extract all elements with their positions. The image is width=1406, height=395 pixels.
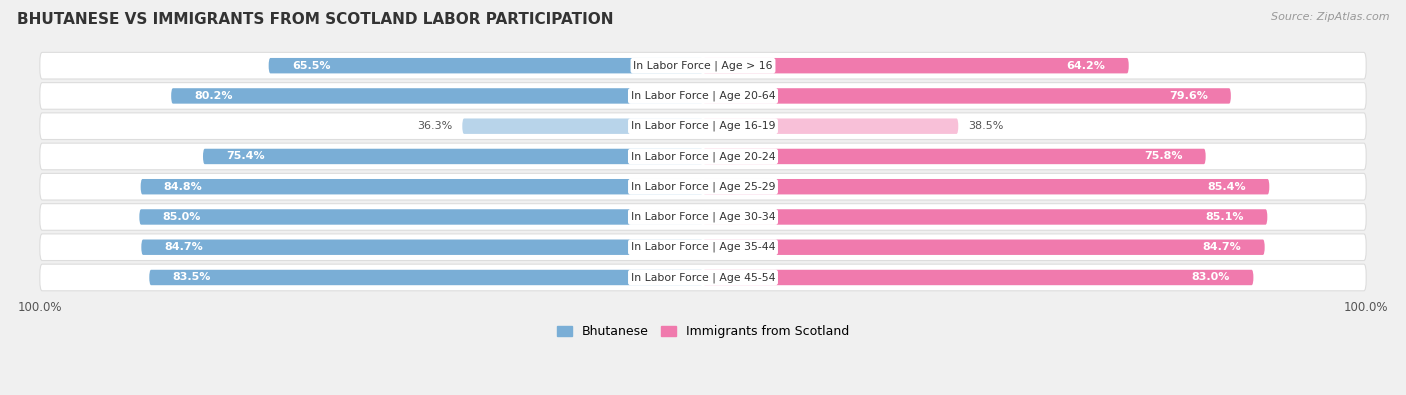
Text: 85.4%: 85.4% <box>1208 182 1246 192</box>
FancyBboxPatch shape <box>39 83 1367 109</box>
FancyBboxPatch shape <box>39 173 1367 200</box>
Legend: Bhutanese, Immigrants from Scotland: Bhutanese, Immigrants from Scotland <box>551 320 855 343</box>
Text: 84.8%: 84.8% <box>165 182 202 192</box>
FancyBboxPatch shape <box>703 58 1129 73</box>
Text: 85.0%: 85.0% <box>163 212 201 222</box>
FancyBboxPatch shape <box>703 239 1265 255</box>
FancyBboxPatch shape <box>141 179 703 194</box>
Text: In Labor Force | Age 30-34: In Labor Force | Age 30-34 <box>631 212 775 222</box>
Text: 84.7%: 84.7% <box>1202 242 1241 252</box>
Text: Source: ZipAtlas.com: Source: ZipAtlas.com <box>1271 12 1389 22</box>
FancyBboxPatch shape <box>39 143 1367 170</box>
FancyBboxPatch shape <box>703 270 1253 285</box>
Text: 80.2%: 80.2% <box>194 91 233 101</box>
FancyBboxPatch shape <box>703 88 1230 103</box>
Text: 75.4%: 75.4% <box>226 151 264 162</box>
FancyBboxPatch shape <box>202 149 703 164</box>
FancyBboxPatch shape <box>39 264 1367 291</box>
Text: 38.5%: 38.5% <box>969 121 1004 131</box>
Text: 84.7%: 84.7% <box>165 242 204 252</box>
FancyBboxPatch shape <box>463 118 703 134</box>
FancyBboxPatch shape <box>703 118 959 134</box>
FancyBboxPatch shape <box>703 149 1206 164</box>
FancyBboxPatch shape <box>172 88 703 103</box>
Text: 85.1%: 85.1% <box>1206 212 1244 222</box>
Text: BHUTANESE VS IMMIGRANTS FROM SCOTLAND LABOR PARTICIPATION: BHUTANESE VS IMMIGRANTS FROM SCOTLAND LA… <box>17 12 613 27</box>
FancyBboxPatch shape <box>269 58 703 73</box>
Text: 36.3%: 36.3% <box>418 121 453 131</box>
Text: In Labor Force | Age 25-29: In Labor Force | Age 25-29 <box>631 181 775 192</box>
Text: 79.6%: 79.6% <box>1168 91 1208 101</box>
Text: In Labor Force | Age 20-24: In Labor Force | Age 20-24 <box>631 151 775 162</box>
Text: 65.5%: 65.5% <box>292 61 330 71</box>
FancyBboxPatch shape <box>703 209 1267 225</box>
FancyBboxPatch shape <box>149 270 703 285</box>
Text: In Labor Force | Age 45-54: In Labor Force | Age 45-54 <box>631 272 775 283</box>
Text: 75.8%: 75.8% <box>1144 151 1182 162</box>
FancyBboxPatch shape <box>139 209 703 225</box>
Text: In Labor Force | Age 20-64: In Labor Force | Age 20-64 <box>631 91 775 101</box>
FancyBboxPatch shape <box>39 113 1367 139</box>
Text: 83.5%: 83.5% <box>173 273 211 282</box>
Text: In Labor Force | Age 16-19: In Labor Force | Age 16-19 <box>631 121 775 132</box>
FancyBboxPatch shape <box>703 179 1270 194</box>
Text: In Labor Force | Age 35-44: In Labor Force | Age 35-44 <box>631 242 775 252</box>
FancyBboxPatch shape <box>141 239 703 255</box>
Text: 83.0%: 83.0% <box>1192 273 1230 282</box>
FancyBboxPatch shape <box>39 234 1367 261</box>
Text: In Labor Force | Age > 16: In Labor Force | Age > 16 <box>633 60 773 71</box>
Text: 64.2%: 64.2% <box>1067 61 1105 71</box>
FancyBboxPatch shape <box>39 204 1367 230</box>
FancyBboxPatch shape <box>39 53 1367 79</box>
